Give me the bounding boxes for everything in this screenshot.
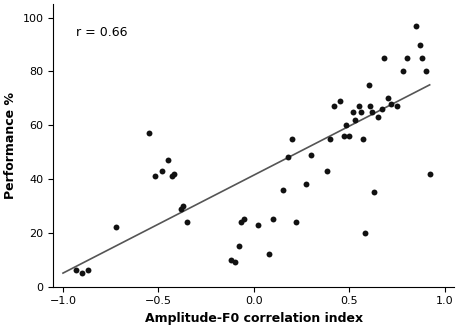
Point: [359, 136, 366, 141]
Point: [178, 206, 185, 211]
Point: [370, 190, 378, 195]
Point: [266, 252, 273, 257]
Point: [378, 106, 386, 112]
Point: [393, 104, 401, 109]
X-axis label: Amplitude-F0 correlation index: Amplitude-F0 correlation index: [145, 312, 363, 325]
Point: [342, 123, 349, 128]
Point: [352, 117, 359, 122]
Point: [388, 101, 395, 106]
Point: [380, 55, 387, 61]
Point: [184, 219, 191, 225]
Point: [323, 168, 330, 173]
Point: [357, 109, 364, 114]
Point: [418, 55, 425, 61]
Point: [403, 55, 410, 61]
Point: [235, 243, 242, 249]
Point: [151, 174, 158, 179]
Point: [237, 219, 244, 225]
Point: [422, 69, 430, 74]
Point: [361, 230, 369, 235]
Point: [330, 104, 338, 109]
Point: [426, 171, 433, 176]
Point: [145, 131, 152, 136]
Text: r = 0.66: r = 0.66: [76, 26, 128, 39]
Point: [168, 174, 175, 179]
Point: [84, 268, 91, 273]
Point: [327, 136, 334, 141]
Point: [227, 257, 235, 262]
Point: [369, 109, 376, 114]
Point: [113, 225, 120, 230]
Point: [336, 98, 344, 104]
Point: [367, 104, 374, 109]
Point: [350, 109, 357, 114]
Point: [231, 260, 239, 265]
Point: [73, 268, 80, 273]
Point: [170, 171, 178, 176]
Point: [399, 69, 407, 74]
Point: [416, 42, 424, 47]
Point: [308, 152, 315, 157]
Point: [78, 270, 86, 276]
Point: [384, 96, 392, 101]
Point: [159, 168, 166, 173]
Point: [164, 158, 172, 163]
Y-axis label: Performance %: Performance %: [4, 92, 17, 199]
Point: [365, 82, 372, 88]
Point: [292, 219, 300, 225]
Point: [269, 217, 277, 222]
Point: [179, 203, 187, 209]
Point: [355, 104, 363, 109]
Point: [375, 114, 382, 120]
Point: [289, 136, 296, 141]
Point: [285, 155, 292, 160]
Point: [302, 182, 309, 187]
Point: [279, 187, 286, 192]
Point: [346, 133, 353, 139]
Point: [254, 222, 262, 227]
Point: [241, 217, 248, 222]
Point: [340, 133, 347, 139]
Point: [413, 23, 420, 28]
